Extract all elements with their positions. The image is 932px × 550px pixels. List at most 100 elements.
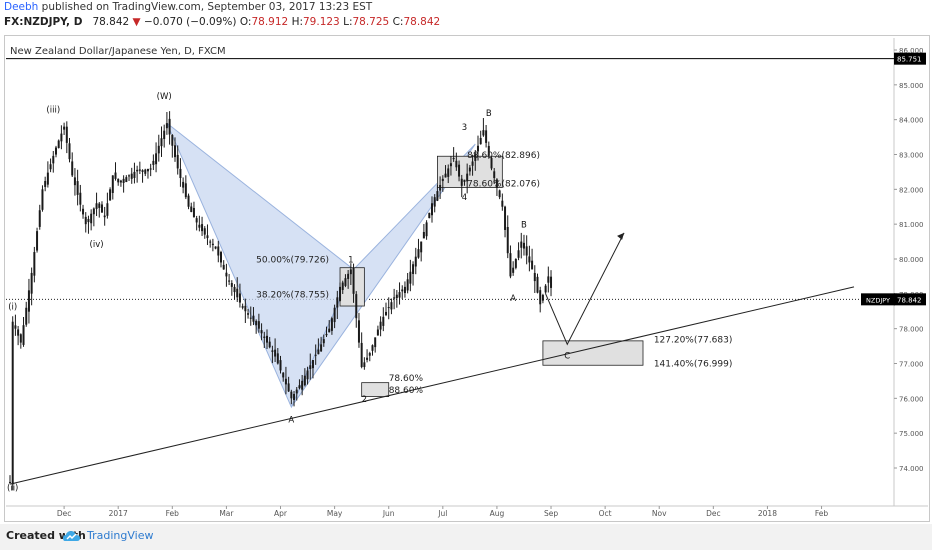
candle-body	[436, 191, 439, 201]
candle-body	[460, 178, 463, 186]
candle-body	[84, 216, 87, 225]
candle-body	[249, 317, 252, 319]
candle-body	[14, 325, 17, 329]
candle-body	[244, 305, 247, 312]
candle-body	[22, 325, 25, 345]
candle-body	[433, 197, 436, 207]
candle-body	[217, 246, 220, 256]
close-value: 78.842	[403, 16, 441, 28]
candle-body	[393, 297, 396, 299]
candle-body	[198, 224, 201, 228]
candle-body	[247, 313, 250, 315]
publish-text: published on TradingView.com, September …	[41, 1, 373, 13]
candle-body	[406, 279, 409, 291]
wave-label: 1	[348, 255, 353, 265]
candle-body	[506, 227, 509, 254]
candle-body	[176, 154, 179, 169]
candle-body	[374, 337, 377, 348]
candle-body	[192, 207, 195, 218]
candle-body	[458, 164, 461, 177]
candle-body	[482, 130, 485, 136]
chart-frame[interactable]	[4, 35, 930, 522]
y-tick-label: 83.000	[899, 152, 924, 160]
candle-body	[54, 147, 57, 155]
candle-body	[301, 380, 304, 390]
candle-body	[152, 160, 155, 165]
candle-body	[441, 178, 444, 182]
candle-body	[320, 344, 323, 352]
candle-body	[322, 339, 325, 344]
candle-body	[111, 175, 114, 193]
candle-body	[352, 267, 355, 294]
candle-body	[206, 235, 209, 239]
candle-body	[298, 385, 301, 389]
x-tick-label: May	[327, 509, 343, 518]
candle-body	[309, 365, 312, 369]
candle-body	[509, 253, 512, 277]
candle-body	[100, 204, 103, 213]
candle-body	[136, 169, 139, 172]
candle-body	[490, 157, 493, 169]
candle-body	[138, 169, 141, 171]
candle-body	[387, 307, 390, 309]
symbol-label: FX:NZDJPY, D	[4, 16, 83, 28]
candle-body	[541, 294, 544, 301]
candle-body	[379, 321, 382, 330]
fib-box-wave1	[339, 267, 365, 307]
candle-body	[531, 260, 534, 270]
candle-body	[252, 315, 255, 322]
candle-body	[550, 276, 553, 288]
candle-body	[401, 289, 404, 292]
candle-body	[160, 138, 163, 147]
x-tick-label: Nov	[652, 509, 667, 518]
candle-body	[368, 353, 371, 356]
down-arrow-icon: ▼	[132, 16, 141, 28]
candle-body	[174, 145, 177, 158]
candle-body	[63, 126, 66, 130]
candle-body	[487, 145, 490, 156]
candle-body	[517, 250, 520, 258]
candle-body	[447, 168, 450, 177]
candle-body	[238, 293, 241, 303]
y-tick-label: 80.000	[899, 256, 924, 264]
top-price-tag	[894, 52, 926, 65]
candle-body	[357, 320, 360, 343]
author-link[interactable]: Deebh	[4, 1, 39, 13]
candle-body	[214, 246, 217, 249]
wave-label: (W)	[157, 92, 172, 102]
candle-body	[228, 280, 231, 282]
candle-body	[466, 173, 469, 182]
candle-body	[230, 282, 233, 287]
wave-label: (iv)	[90, 240, 104, 250]
publish-info: Deebh published on TradingView.com, Sept…	[4, 1, 372, 13]
candle-body	[279, 360, 282, 371]
candle-body	[268, 341, 271, 348]
candle-body	[333, 307, 336, 323]
x-tick-label: Dec	[706, 509, 721, 518]
x-tick-label: Aug	[490, 509, 505, 518]
candle-body	[501, 200, 504, 207]
wave-label: A	[288, 416, 294, 426]
candle-body	[19, 334, 22, 343]
candle-body	[211, 243, 214, 246]
candle-body	[187, 195, 190, 207]
x-tick-label: Oct	[599, 509, 612, 518]
candle-body	[290, 391, 293, 399]
candle-body	[422, 232, 425, 239]
candle-body	[498, 190, 501, 198]
candle-body	[528, 256, 531, 263]
candle-body	[92, 208, 95, 215]
fib-level-label: 78.60%	[389, 374, 424, 384]
candle-body	[171, 134, 174, 146]
candle-body	[165, 123, 168, 129]
candle-body	[30, 272, 33, 294]
candle-body	[449, 163, 452, 167]
low-label: L:	[343, 16, 353, 28]
candle-body	[547, 276, 550, 283]
candle-body	[265, 335, 268, 343]
candle-body	[141, 170, 144, 172]
candle-body	[190, 206, 193, 212]
y-tick-label: 84.000	[899, 117, 924, 125]
tradingview-brand-link[interactable]: TradingView	[87, 529, 154, 542]
